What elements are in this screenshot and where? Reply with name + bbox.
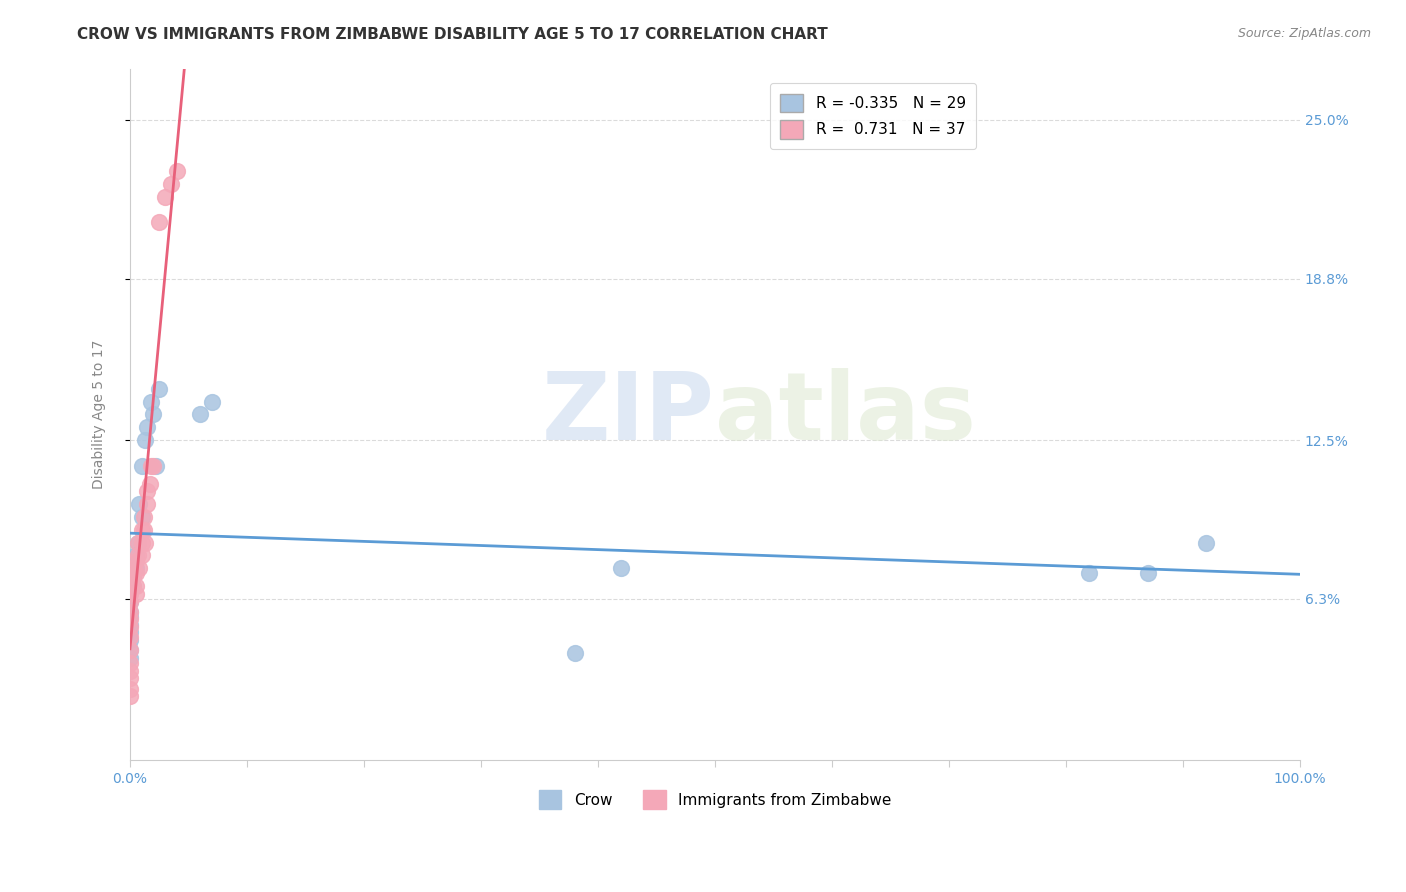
Text: atlas: atlas (714, 368, 976, 460)
Point (142, 458, 165, 473)
Point (131, 510, 153, 524)
Point (118, 681, 141, 696)
Point (125, 561, 148, 575)
Point (125, 549, 148, 563)
Text: ZIP: ZIP (541, 368, 714, 460)
Point (125, 587, 148, 601)
Point (148, 215, 170, 229)
Text: CROW VS IMMIGRANTS FROM ZIMBABWE DISABILITY AGE 5 TO 17 CORRELATION CHART: CROW VS IMMIGRANTS FROM ZIMBABWE DISABIL… (77, 27, 828, 42)
Point (118, 651, 141, 665)
Point (128, 497, 150, 511)
Point (125, 566, 148, 581)
Point (136, 420, 159, 434)
Point (122, 569, 145, 583)
Point (201, 394, 224, 409)
Point (118, 672, 141, 686)
Point (564, 646, 586, 660)
Point (153, 189, 176, 203)
Point (118, 690, 141, 704)
Point (134, 535, 156, 549)
Text: Source: ZipAtlas.com: Source: ZipAtlas.com (1237, 27, 1371, 40)
Point (131, 458, 153, 473)
Point (131, 549, 153, 563)
Point (142, 408, 165, 422)
Point (145, 458, 167, 473)
Point (128, 561, 150, 575)
Point (127, 535, 149, 549)
Point (118, 643, 141, 657)
Point (122, 579, 145, 593)
Point (166, 164, 188, 178)
Point (132, 510, 155, 524)
Point (118, 605, 141, 619)
Point (118, 632, 141, 647)
Point (610, 561, 633, 575)
Point (118, 605, 141, 619)
Point (118, 625, 141, 640)
Point (139, 394, 162, 409)
Point (122, 569, 145, 583)
Point (118, 594, 141, 608)
Point (134, 433, 156, 447)
Legend: Crow, Immigrants from Zimbabwe: Crow, Immigrants from Zimbabwe (533, 784, 897, 815)
Point (122, 561, 145, 575)
Point (118, 610, 141, 624)
Y-axis label: Disability Age 5 to 17: Disability Age 5 to 17 (93, 340, 107, 489)
Point (1195, 535, 1218, 549)
Point (118, 664, 141, 678)
Point (118, 587, 141, 601)
Point (127, 549, 149, 563)
Point (136, 484, 159, 499)
Point (125, 553, 148, 567)
Point (118, 643, 141, 657)
Point (160, 177, 183, 191)
Point (122, 579, 145, 593)
Point (1078, 566, 1101, 581)
Point (125, 579, 148, 593)
Point (118, 612, 141, 626)
Point (148, 382, 170, 396)
Point (132, 523, 155, 537)
Point (118, 620, 141, 634)
Point (131, 523, 153, 537)
Point (131, 535, 153, 549)
Point (1136, 566, 1159, 581)
Point (139, 476, 162, 491)
Point (188, 408, 211, 422)
Point (118, 617, 141, 632)
Point (118, 656, 141, 670)
Point (118, 631, 141, 645)
Point (127, 535, 149, 549)
Point (139, 458, 162, 473)
Point (136, 497, 159, 511)
Point (118, 594, 141, 608)
